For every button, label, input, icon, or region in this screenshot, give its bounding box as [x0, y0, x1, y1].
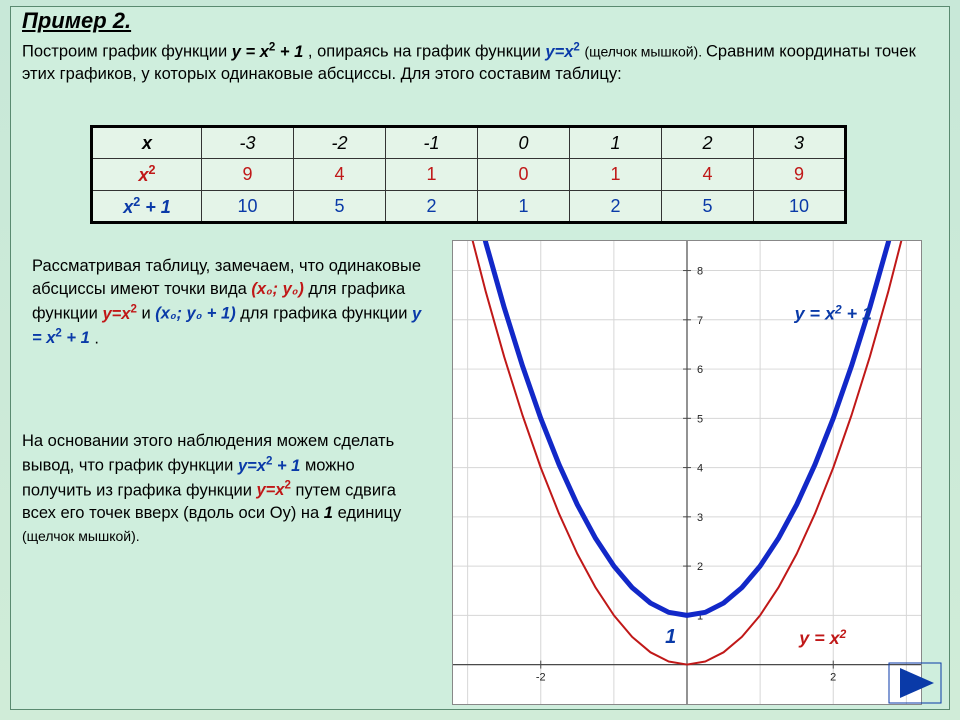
svg-text:2: 2 [830, 672, 836, 684]
intro-hint: (щелчок мышкой). [584, 44, 706, 60]
parabola-chart: -2212345678y = x2y = x2 + 11 [452, 240, 922, 705]
row-header-x: x [92, 127, 202, 159]
play-icon [888, 662, 942, 704]
table-row: x -3 -2 -1 0 1 2 3 [92, 127, 846, 159]
svg-text:3: 3 [697, 512, 703, 524]
chart-svg: -2212345678y = x2y = x2 + 11 [453, 241, 921, 704]
svg-text:6: 6 [697, 364, 703, 376]
row-header-x2: x2 [92, 159, 202, 191]
next-button[interactable] [888, 662, 942, 704]
intro-eq2: y=x2 [545, 43, 579, 61]
values-table: x -3 -2 -1 0 1 2 3 x2 9 4 1 0 1 4 9 x2 +… [90, 125, 847, 224]
svg-text:1: 1 [665, 626, 676, 648]
intro-mid1: , опираясь на график функции [308, 43, 546, 61]
point-red: (x₀; y₀) [251, 280, 303, 298]
table-row: x2 9 4 1 0 1 4 9 [92, 159, 846, 191]
svg-text:5: 5 [697, 413, 703, 425]
intro-eq1: y = x2 + 1 [232, 43, 304, 61]
conclusion-paragraph: На основании этого наблюдения можем сдел… [22, 430, 422, 548]
svg-text:-2: -2 [536, 672, 546, 684]
svg-text:7: 7 [697, 315, 703, 327]
svg-text:y = x2: y = x2 [798, 627, 846, 648]
example-heading: Пример 2. [22, 8, 131, 34]
fn-red: y=x2 [102, 305, 136, 323]
row-header-x2p1: x2 + 1 [92, 191, 202, 223]
svg-text:4: 4 [697, 463, 703, 475]
svg-text:8: 8 [697, 266, 703, 278]
svg-text:y = x2 + 1: y = x2 + 1 [794, 303, 872, 324]
intro-pre: Построим график функции [22, 43, 232, 61]
svg-text:2: 2 [697, 561, 703, 573]
intro-text: Построим график функции y = x2 + 1 , опи… [22, 40, 938, 85]
table-row: x2 + 1 10 5 2 1 2 5 10 [92, 191, 846, 223]
observation-paragraph: Рассматривая таблицу, замечаем, что один… [32, 255, 432, 350]
point-blue: (x₀; y₀ + 1) [155, 305, 235, 323]
